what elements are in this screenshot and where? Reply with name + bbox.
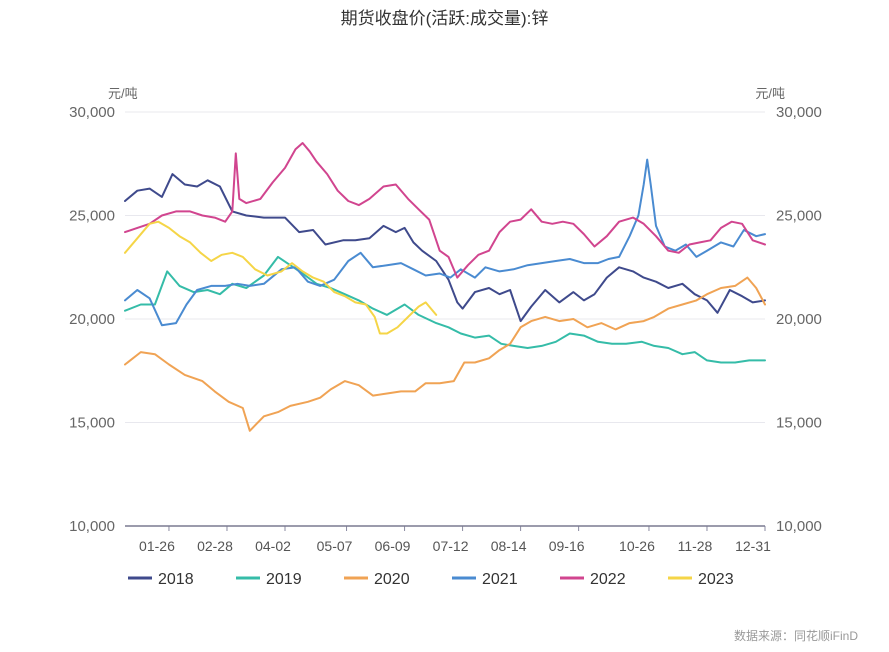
y-tick-label-right: 15,000	[776, 415, 822, 432]
x-tick-label: 01-26	[139, 538, 175, 554]
legend-label: 2023	[698, 571, 734, 588]
legend-label: 2022	[590, 571, 626, 588]
x-tick-label: 10-26	[619, 538, 655, 554]
legend-label: 2021	[482, 571, 518, 588]
legend-item-2019: 2019	[236, 571, 302, 588]
y-tick-label-left: 20,000	[69, 311, 115, 328]
legend-label: 2019	[266, 571, 302, 588]
x-tick-label: 06-09	[375, 538, 411, 554]
y-tick-label-right: 30,000	[776, 104, 822, 121]
legend-item-2021: 2021	[452, 571, 518, 588]
series-line-2019	[124, 255, 766, 364]
series-line-2023	[124, 220, 438, 335]
y-tick-label-left: 15,000	[69, 415, 115, 432]
y-tick-label-right: 25,000	[776, 208, 822, 225]
series-line-2021	[124, 158, 766, 327]
x-tick-label: 05-07	[317, 538, 353, 554]
x-tick-label: 07-12	[433, 538, 469, 554]
series-lines	[124, 142, 766, 432]
y-tick-label-left: 10,000	[69, 518, 115, 535]
legend-item-2022: 2022	[560, 571, 626, 588]
legend: 2018 2019 2020 2021 2022 2023	[128, 571, 734, 588]
legend-item-2018: 2018	[128, 571, 194, 588]
x-tick-label: 02-28	[197, 538, 233, 554]
y-tick-label-right: 20,000	[776, 311, 822, 328]
y-axis-right: 10,000 15,000 20,000 25,000 30,000	[776, 104, 822, 535]
legend-item-2023: 2023	[668, 571, 734, 588]
grid-lines	[125, 111, 765, 423]
y-tick-label-right: 10,000	[776, 518, 822, 535]
legend-label: 2020	[374, 571, 410, 588]
series-line-2018	[124, 173, 766, 323]
data-source: 数据来源：同花顺iFinD	[734, 628, 858, 643]
y-tick-label-left: 30,000	[69, 104, 115, 121]
x-tick-label: 08-14	[491, 538, 527, 554]
y-tick-label-left: 25,000	[69, 208, 115, 225]
x-tick-label: 04-02	[255, 538, 291, 554]
y-axis-unit-right: 元/吨	[755, 86, 785, 101]
series-line-2022	[124, 142, 766, 279]
x-axis: 01-26 02-28 04-02 05-07 06-09 07-12 08-14 09-16…	[139, 526, 771, 554]
series-line-2020	[124, 276, 766, 432]
y-axis-unit-left: 元/吨	[108, 86, 138, 101]
x-tick-label: 11-28	[678, 538, 713, 554]
x-tick-label: 09-16	[549, 538, 585, 554]
legend-item-2020: 2020	[344, 571, 410, 588]
y-axis-left: 10,000 15,000 20,000 25,000 30,000	[69, 104, 115, 535]
x-tick-label: 12-31	[735, 538, 771, 554]
chart-title: 期货收盘价(活跃:成交量):锌	[341, 9, 549, 28]
legend-label: 2018	[158, 571, 194, 588]
